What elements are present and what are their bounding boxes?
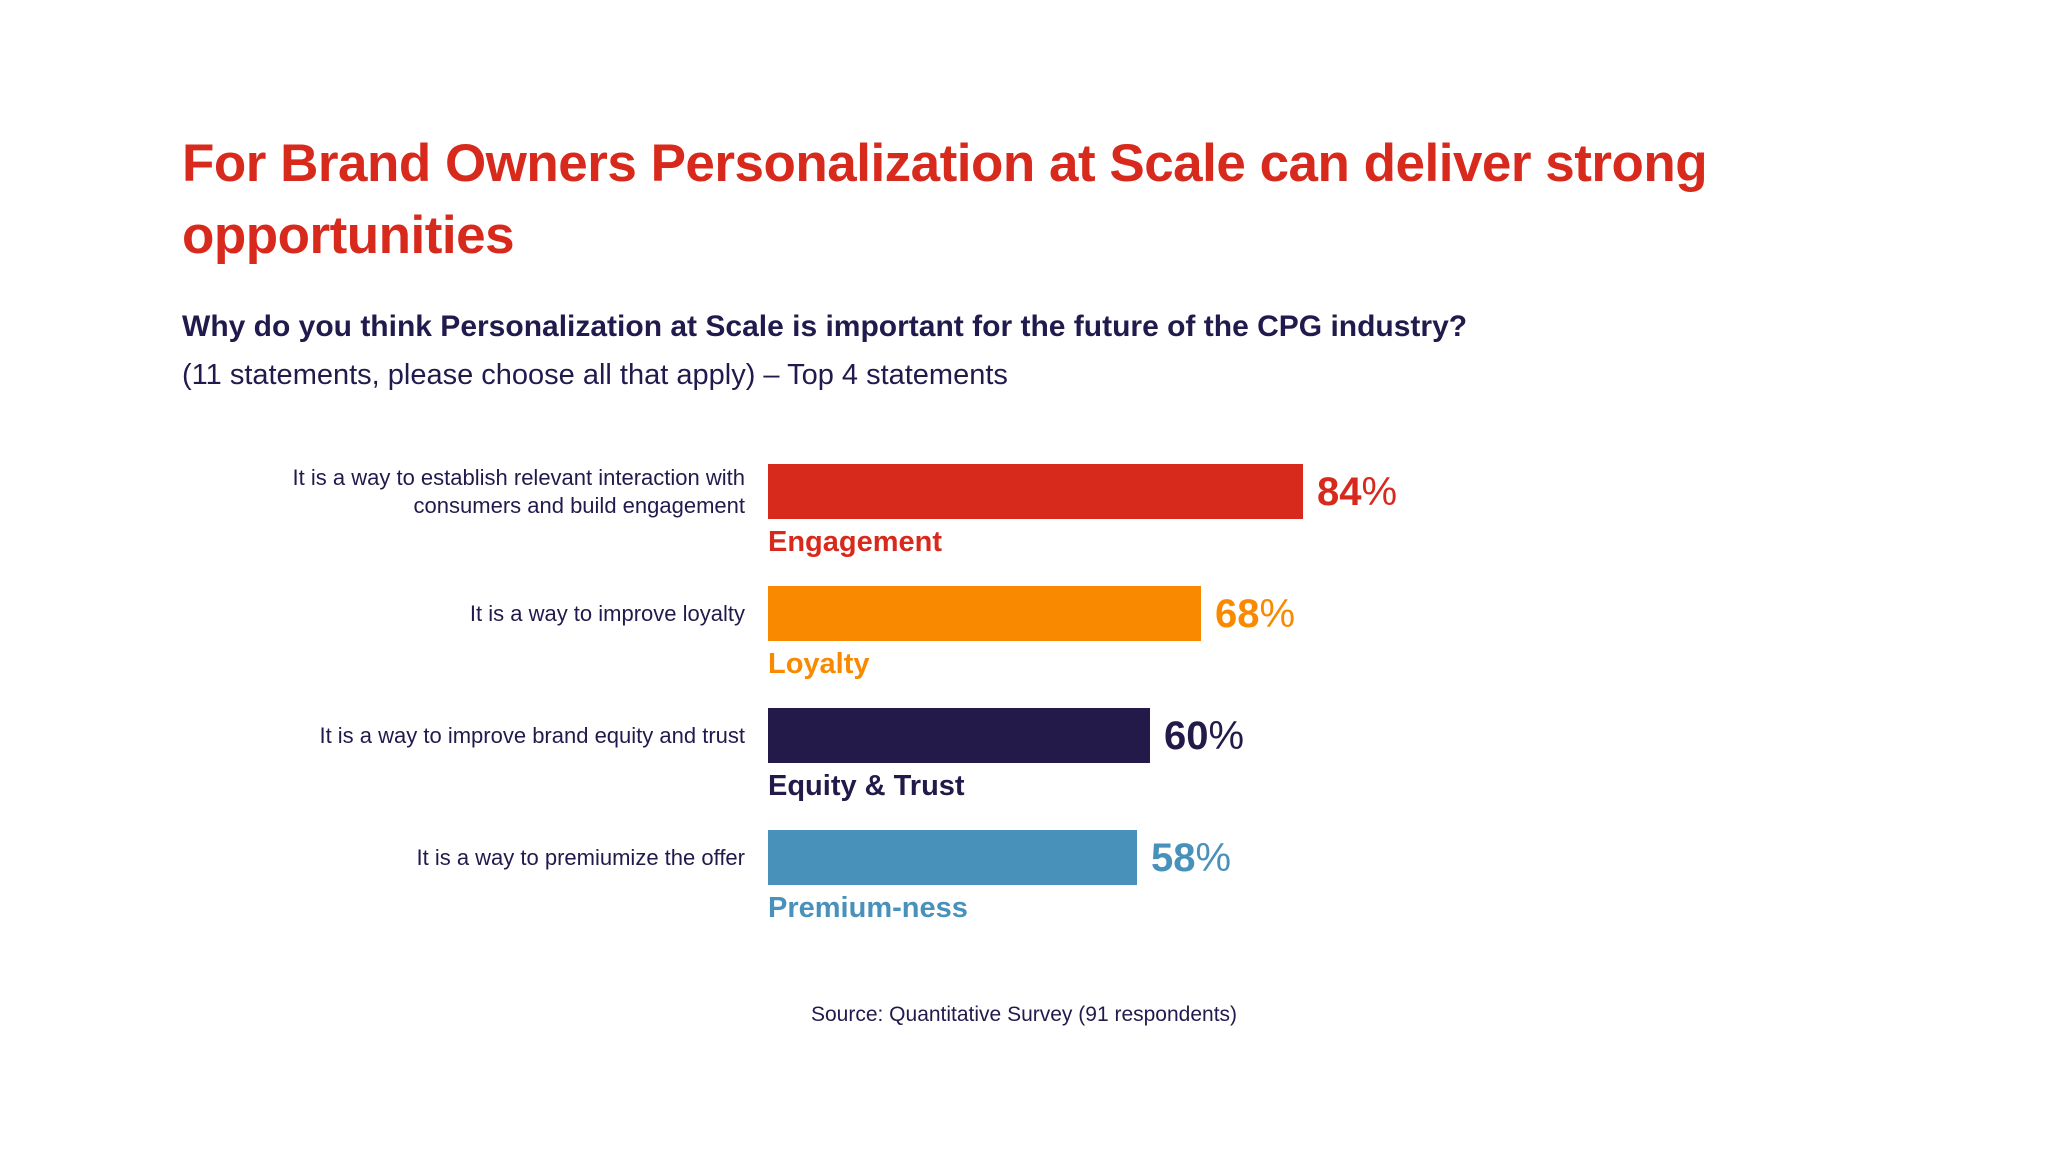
bar bbox=[768, 830, 1137, 885]
statement-label: It is a way to premiumize the offer bbox=[0, 830, 768, 885]
bar-row-equity-trust: It is a way to improve brand equity and … bbox=[0, 708, 2048, 803]
page-title: For Brand Owners Personalization at Scal… bbox=[182, 134, 1708, 265]
bar-line: 68% bbox=[768, 586, 1295, 641]
bar-category-label: Premium-ness bbox=[768, 892, 968, 924]
bar-line: 60% bbox=[768, 708, 1244, 763]
bar bbox=[768, 708, 1150, 763]
bar-line: 58% bbox=[768, 830, 1231, 885]
chart-question: Why do you think Personalization at Scal… bbox=[182, 310, 1468, 343]
statement-text: It is a way to premiumize the offer bbox=[416, 844, 745, 870]
bar-value-unit: % bbox=[1195, 835, 1232, 880]
bar bbox=[768, 586, 1201, 641]
source-note: Source: Quantitative Survey (91 responde… bbox=[810, 1003, 1238, 1026]
bar-value-unit: % bbox=[1361, 469, 1398, 514]
bar-value-number: 58 bbox=[1151, 835, 1196, 880]
bar-value-unit: % bbox=[1259, 591, 1296, 636]
bar-value: 60% bbox=[1164, 716, 1244, 756]
statement-label: It is a way to improve loyalty bbox=[0, 586, 768, 641]
bar-row-loyalty: It is a way to improve loyalty 68% Loyal… bbox=[0, 586, 2048, 681]
bar-row-premiumness: It is a way to premiumize the offer 58% … bbox=[0, 830, 2048, 925]
chart-question-note: (11 statements, please choose all that a… bbox=[182, 359, 1008, 391]
bar-line: 84% bbox=[768, 464, 1397, 519]
bar-row-engagement: It is a way to establish relevant intera… bbox=[0, 464, 2048, 559]
bar-group: 58% Premium-ness bbox=[768, 830, 1231, 925]
statement-label: It is a way to improve brand equity and … bbox=[0, 708, 768, 763]
statement-text: It is a way to improve brand equity and … bbox=[319, 722, 745, 748]
bar-group: 60% Equity & Trust bbox=[768, 708, 1244, 803]
bar-value-number: 60 bbox=[1164, 713, 1209, 758]
bar-value-number: 84 bbox=[1317, 469, 1362, 514]
bar-value: 58% bbox=[1151, 838, 1231, 878]
statement-label: It is a way to establish relevant intera… bbox=[0, 464, 768, 519]
bar-group: 84% Engagement bbox=[768, 464, 1397, 559]
bar-category-label: Equity & Trust bbox=[768, 770, 965, 802]
bar bbox=[768, 464, 1303, 519]
bar-category-label: Engagement bbox=[768, 526, 943, 558]
bar-group: 68% Loyalty bbox=[768, 586, 1295, 681]
bar-value-number: 68 bbox=[1215, 591, 1260, 636]
statement-text: It is a way to improve loyalty bbox=[469, 600, 745, 626]
bar-category-label: Loyalty bbox=[768, 648, 870, 680]
bar-value: 68% bbox=[1215, 594, 1295, 634]
bar-chart: It is a way to establish relevant intera… bbox=[0, 464, 2048, 925]
slide-header: For Brand Owners Personalization at Scal… bbox=[0, 0, 2048, 394]
statement-text: It is a way to establish relevant intera… bbox=[292, 464, 745, 518]
bar-value-unit: % bbox=[1208, 713, 1245, 758]
bar-value: 84% bbox=[1317, 472, 1397, 512]
